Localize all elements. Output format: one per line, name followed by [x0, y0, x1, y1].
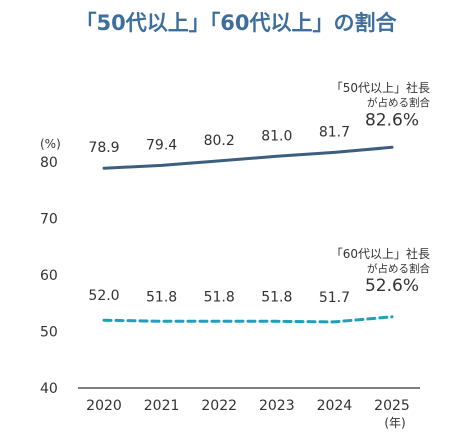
- data-label: 52.0: [88, 288, 119, 304]
- data-label: 79.4: [146, 137, 177, 153]
- y-tick-label: 50: [40, 325, 58, 341]
- data-label: 81.0: [261, 128, 292, 144]
- y-tick-label: 80: [40, 155, 58, 171]
- y-tick-label: 60: [40, 268, 58, 284]
- x-tick-label: 2020: [86, 398, 122, 414]
- data-label: 52.6%: [365, 276, 419, 296]
- data-label: 80.2: [204, 133, 235, 149]
- series-line: [102, 315, 394, 324]
- y-tick-label: 70: [40, 212, 58, 228]
- data-label: 81.7: [319, 124, 350, 140]
- series-legend-label: 「50代以上」社長: [331, 80, 430, 95]
- y-axis-unit: (%): [40, 137, 61, 151]
- y-tick-label: 40: [40, 381, 58, 397]
- data-label: 51.7: [319, 290, 350, 306]
- x-axis-unit: (年): [384, 416, 405, 430]
- data-label: 78.9: [88, 140, 119, 156]
- x-tick-label: 2022: [201, 398, 237, 414]
- series-legend-label: 「60代以上」社長: [331, 246, 430, 261]
- x-tick-label: 2024: [317, 398, 353, 414]
- series-legend-label: が占める割合: [367, 96, 430, 109]
- data-label: 51.8: [146, 289, 177, 305]
- chart-title: 「50代以上」「60代以上」の割合: [76, 11, 398, 35]
- x-tick-label: 2025: [374, 398, 410, 414]
- x-tick-label: 2023: [259, 398, 295, 414]
- series-line: [102, 145, 394, 170]
- data-label: 51.8: [204, 289, 235, 305]
- data-label: 51.8: [261, 289, 292, 305]
- x-tick-label: 2021: [144, 398, 180, 414]
- data-label: 82.6%: [365, 110, 419, 130]
- series-legend-label: が占める割合: [367, 262, 430, 275]
